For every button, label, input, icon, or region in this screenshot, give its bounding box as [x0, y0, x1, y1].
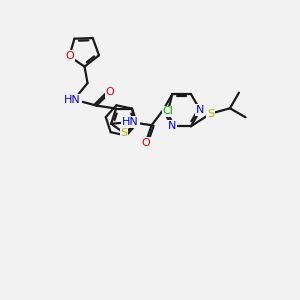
Text: N: N: [196, 105, 204, 115]
Text: N: N: [168, 121, 176, 131]
Text: S: S: [120, 128, 128, 138]
Text: O: O: [141, 138, 150, 148]
Text: Cl: Cl: [162, 106, 173, 116]
Text: O: O: [65, 51, 74, 61]
Text: O: O: [106, 87, 114, 97]
Text: S: S: [207, 109, 214, 119]
Text: HN: HN: [122, 117, 139, 127]
Text: HN: HN: [64, 94, 81, 105]
